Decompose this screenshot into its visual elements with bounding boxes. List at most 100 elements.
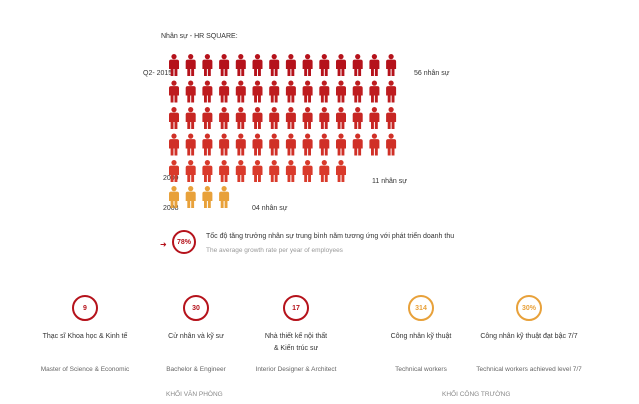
- person-icon: [302, 54, 313, 76]
- stat-label-en: Technical workers: [395, 366, 447, 373]
- growth-text-vi: Tốc độ tăng trưởng nhân sự trung bình nă…: [206, 233, 455, 240]
- person-icon: [336, 160, 346, 182]
- person-icon: [285, 107, 296, 129]
- person-icon: [202, 80, 213, 103]
- person-icon: [185, 107, 196, 129]
- group-label-site: KHỐI CÔNG TRƯỜNG: [442, 391, 511, 398]
- person-icon: [219, 133, 230, 156]
- person-icon: [386, 80, 397, 103]
- stat-label-en: Master of Science & Economic: [40, 366, 130, 373]
- person-icon: [369, 80, 380, 103]
- person-icon: [252, 54, 263, 76]
- chart-title: Nhân sự - HR SQUARE:: [161, 33, 238, 40]
- person-icon: [219, 160, 230, 182]
- growth-text-en: The average growth rate per year of empl…: [206, 247, 343, 254]
- person-icon: [369, 133, 380, 156]
- stat-label-vi: Công nhân kỹ thuật đạt bậc 7/7: [480, 333, 578, 340]
- person-icon: [202, 133, 213, 156]
- row-label-2008: 2008: [163, 205, 179, 212]
- person-icon: [202, 107, 213, 129]
- stat-value-circle: 30: [183, 295, 209, 321]
- stat-designers: 17 Nhà thiết kế nội thất & Kiến trúc sư: [226, 295, 366, 355]
- person-icon: [269, 160, 280, 182]
- person-icon: [269, 54, 280, 76]
- person-icon: [319, 133, 330, 156]
- stat-masters: 9 Thạc sĩ Khoa học & Kinh tế: [15, 295, 155, 343]
- person-icon: [285, 133, 296, 156]
- person-icon: [302, 160, 313, 182]
- person-icon: [169, 80, 179, 103]
- stat-technical-workers: 314 Công nhân kỹ thuật: [351, 295, 491, 343]
- person-icon: [202, 54, 213, 76]
- person-icon: [369, 107, 380, 129]
- person-icon: [302, 80, 313, 103]
- person-icon: [219, 186, 230, 208]
- person-icon: [269, 80, 280, 103]
- person-icon: [336, 107, 346, 129]
- person-icon: [169, 160, 179, 182]
- count-label-2009: 11 nhân sự: [372, 178, 407, 185]
- person-icon: [252, 80, 263, 103]
- person-icon: [285, 54, 296, 76]
- person-icon: [185, 133, 196, 156]
- person-icon: [185, 186, 196, 208]
- stat-label-vi: Công nhân kỹ thuật: [390, 333, 452, 340]
- person-icon: [235, 160, 246, 182]
- row-label-2015: Q2- 2015: [143, 70, 173, 77]
- stat-label-en: Bachelor & Engineer: [166, 366, 226, 373]
- stat-value-circle: 9: [72, 295, 98, 321]
- person-icon: [319, 54, 330, 76]
- person-icon: [386, 107, 397, 129]
- stat-label-vi: Thạc sĩ Khoa học & Kinh tế: [42, 333, 128, 340]
- stat-value-circle: 17: [283, 295, 309, 321]
- stat-value-circle: 314: [408, 295, 434, 321]
- person-icon: [169, 54, 179, 76]
- person-icon: [185, 160, 196, 182]
- person-icon: [252, 107, 263, 129]
- person-icon: [302, 107, 313, 129]
- person-icon: [302, 133, 313, 156]
- person-icon: [185, 80, 196, 103]
- person-icon: [352, 80, 363, 103]
- person-icon: [369, 54, 380, 76]
- person-icon: [252, 160, 263, 182]
- person-icon: [219, 80, 230, 103]
- growth-rate-badge: 78%: [172, 230, 196, 254]
- person-icon: [319, 160, 330, 182]
- person-icon: [269, 133, 280, 156]
- stat-label-en: Interior Designer & Architect: [255, 366, 337, 373]
- person-icon: [336, 133, 346, 156]
- person-icon: [352, 107, 363, 129]
- person-icon: [386, 54, 397, 76]
- person-icon: [219, 107, 230, 129]
- person-icon: [285, 160, 296, 182]
- person-icon: [202, 160, 213, 182]
- person-icon: [202, 186, 213, 208]
- group-label-office: KHỐI VĂN PHÒNG: [166, 391, 223, 398]
- person-icon: [169, 107, 179, 129]
- people-pictograph: [169, 54, 397, 208]
- person-icon: [352, 133, 363, 156]
- person-icon: [269, 107, 280, 129]
- person-icon: [235, 133, 246, 156]
- count-label-2015: 56 nhân sự: [414, 70, 450, 77]
- stat-level-7: 30% Công nhân kỹ thuật đạt bậc 7/7: [459, 295, 599, 343]
- person-icon: [235, 80, 246, 103]
- person-icon: [219, 54, 230, 76]
- stat-label-vi: Cử nhân và kỹ sư: [168, 333, 224, 340]
- stat-bachelors: 30 Cử nhân và kỹ sư: [126, 295, 266, 343]
- person-icon: [185, 54, 196, 76]
- arrow-right-icon: ➜: [160, 240, 167, 249]
- person-icon: [386, 133, 397, 156]
- stat-label-en: Technical workers achieved level 7/7: [476, 366, 582, 373]
- person-icon: [285, 80, 296, 103]
- person-icon: [235, 54, 246, 76]
- stat-value-circle: 30%: [516, 295, 542, 321]
- person-icon: [252, 133, 263, 156]
- count-label-2008: 04 nhân sự: [252, 205, 288, 212]
- person-icon: [352, 54, 363, 76]
- stat-label-vi: Nhà thiết kế nội thất & Kiến trúc sư: [264, 333, 328, 352]
- person-icon: [319, 80, 330, 103]
- person-icon: [336, 54, 346, 76]
- person-icon: [336, 80, 346, 103]
